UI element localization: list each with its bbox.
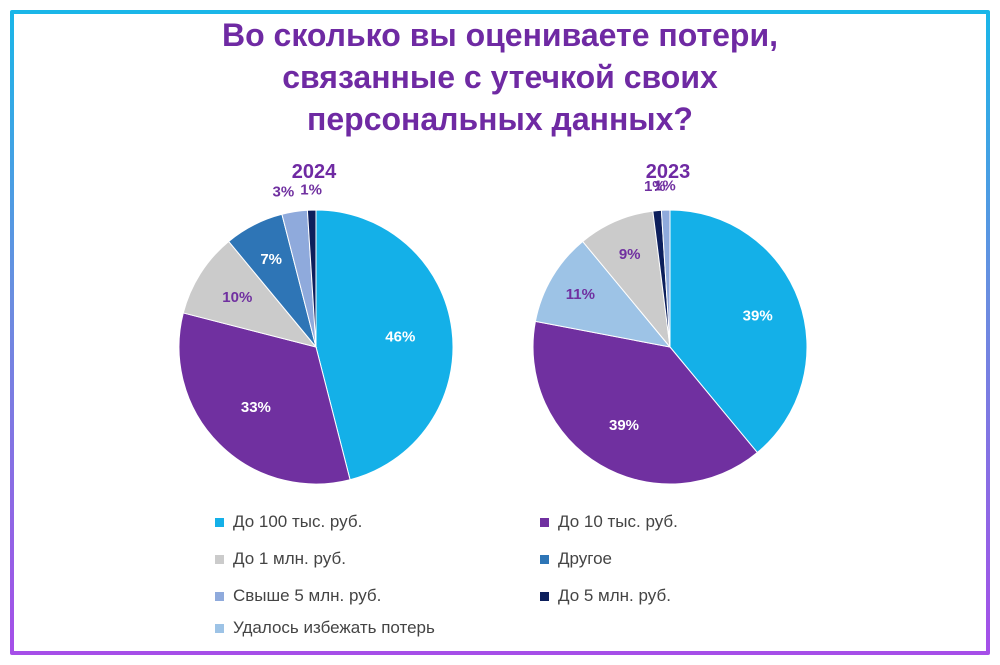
pie-label-2023-5: 1%: [654, 177, 676, 194]
pie-slice-2023-1: [532, 320, 759, 485]
pie-label-2024-3: 7%: [260, 251, 282, 268]
pie-label-2024-0: 46%: [385, 328, 415, 345]
pie-title-2023: 2023: [646, 161, 691, 183]
legend-label: Другое: [558, 549, 613, 568]
legend-item-do-100-tys: До 100 тыс. руб.: [215, 512, 362, 532]
legend-swatch: [215, 623, 224, 633]
legend-item-do-1-mln: До 1 млн. руб.: [215, 549, 346, 569]
legend-label: Свыше 5 млн. руб.: [233, 586, 382, 605]
pie-slice-2024-0: [315, 209, 454, 481]
pie-label-2024-5: 1%: [300, 182, 322, 199]
pie-label-2024-2: 10%: [222, 289, 252, 306]
pie-label-2024-4: 3%: [273, 183, 295, 200]
title-line-1: Во сколько вы оцениваете потери,: [221, 17, 779, 53]
legend-swatch: [215, 591, 224, 601]
pie-slice-2024-2: [182, 240, 318, 348]
legend-label: Удалось избежать потерь: [233, 618, 435, 637]
pie-slice-2023-2: [534, 240, 672, 348]
chart-title: Во сколько вы оцениваете потери, связанн…: [0, 14, 1000, 140]
pie-slice-2023-5: [660, 209, 671, 348]
legend-label: До 100 тыс. руб.: [233, 512, 363, 531]
title-line-3: персональных данных?: [307, 101, 693, 137]
pie-slice-2024-1: [178, 312, 351, 485]
legend-item-do-10-tys: До 10 тыс. руб.: [540, 512, 678, 532]
legend-swatch: [215, 517, 224, 527]
pie-label-2023-0: 39%: [743, 307, 773, 324]
pie-2023: 39% 39% 11% 9% 1%1%: [532, 177, 808, 485]
legend-item-svyshe-5-mln: Свыше 5 млн. руб.: [215, 586, 381, 606]
legend-swatch: [540, 517, 549, 527]
legend-item-udalos-izbezhat: Удалось избежать потерь: [215, 618, 435, 638]
legend-swatch: [540, 591, 549, 601]
pie-label-2023-3: 9%: [619, 246, 641, 263]
pie-slice-2024-5: [306, 209, 317, 348]
pie-label-2023-2: 11%: [566, 286, 595, 303]
legend-swatch: [215, 554, 224, 564]
legend-label: До 1 млн. руб.: [233, 549, 346, 568]
pie-title-2024: 2024: [292, 161, 337, 183]
legend-label: До 5 млн. руб.: [558, 586, 671, 605]
pie-label-2023-1: 39%: [609, 417, 639, 434]
pie-label-2023-4: 1%: [644, 178, 666, 195]
pie-slice-2023-0: [669, 209, 808, 454]
legend-item-do-5-mln: До 5 млн. руб.: [540, 586, 671, 606]
legend-swatch: [540, 554, 549, 564]
pie-label-2024-1: 33%: [241, 399, 271, 416]
chart-frame: [10, 10, 990, 655]
legend-label: До 10 тыс. руб.: [558, 512, 678, 531]
title-line-2: связанные с утечкой своих: [282, 59, 718, 95]
pie-2024: 46% 33% 10% 7% 3% 1%: [178, 182, 454, 485]
legend-item-drugoe: Другое: [540, 549, 612, 569]
